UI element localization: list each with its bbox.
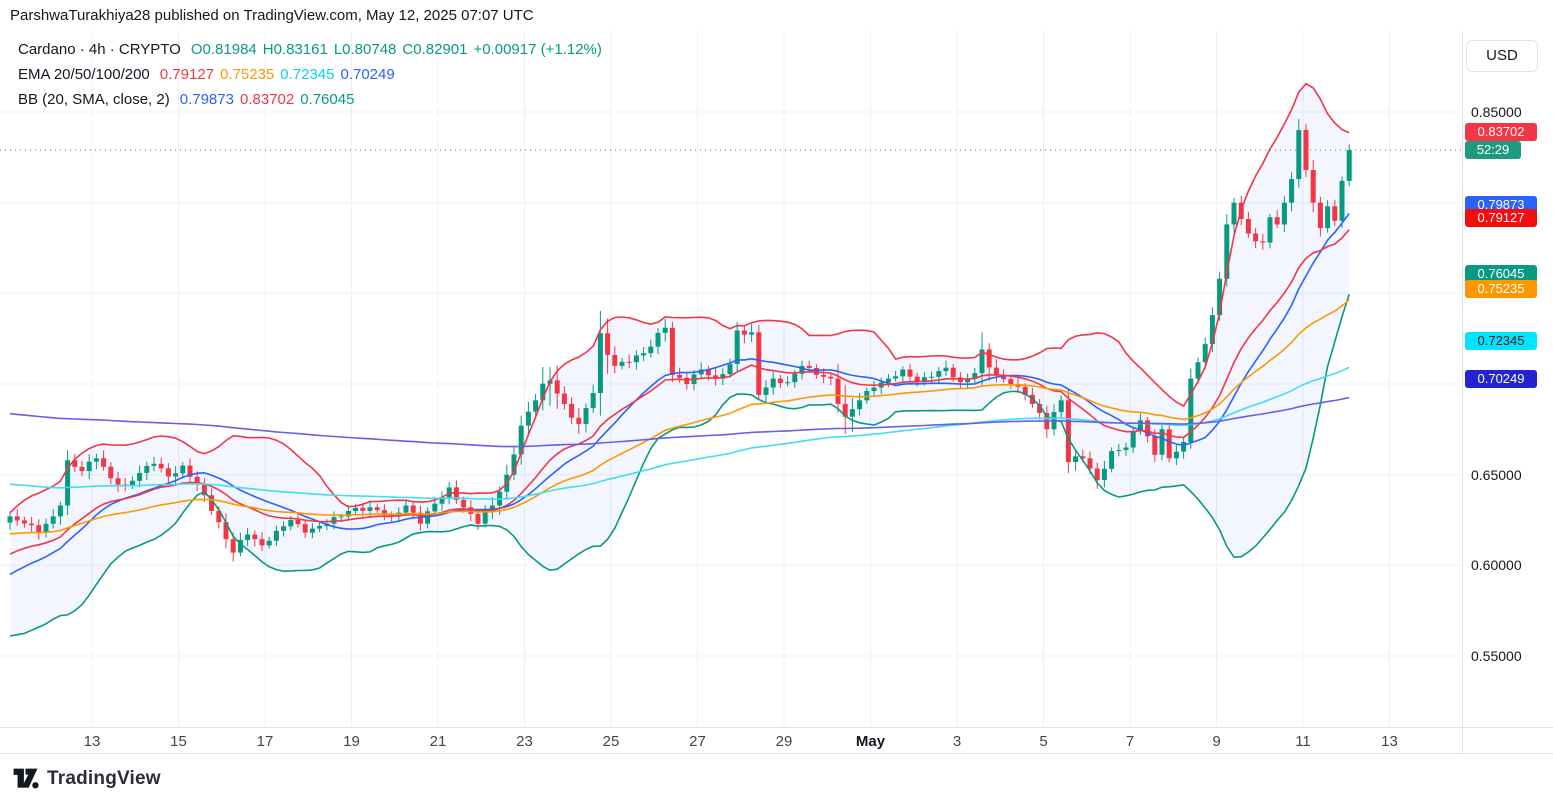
time-tick-label: 17 (256, 733, 274, 750)
ema200-badge: 0.70249 (1465, 370, 1537, 389)
legend-value: H0.83161 (262, 41, 328, 58)
bb-lower-badge: 0.76045 (1465, 265, 1537, 284)
tradingview-logo-icon (13, 768, 39, 789)
bb-basis-badge: 0.79873 (1465, 195, 1537, 214)
legend-value: 0.76045 (300, 91, 355, 108)
ema50-badge: 0.75235 (1465, 280, 1537, 299)
time-tick-label: 5 (1039, 733, 1048, 750)
time-tick-label: 7 (1125, 733, 1135, 750)
legend-value: C0.82901 (402, 41, 468, 58)
price-axis-label: 0.60000 (1471, 557, 1522, 574)
price-axis[interactable]: USD 0.85000 0.65000 0.60000 0.55000 0.83702 5… (1463, 31, 1553, 753)
legend-value: L0.80748 (333, 41, 397, 58)
tradingview-logo-text: TradingView (47, 767, 161, 789)
legend-value: +0.00917 (+1.12%) (473, 41, 602, 58)
time-tick-label: 9 (1212, 733, 1221, 750)
attribution-bar: ParshwaTurakhiya28 published on TradingV… (0, 0, 1553, 31)
time-tick-label: 25 (602, 733, 620, 750)
legend-value: O0.81984 (190, 41, 257, 58)
time-axis[interactable]: 13 15 17 19 21 23 25 27 29 May 3 5 7 9 11 13 (0, 728, 1462, 754)
time-tick-label: 27 (689, 733, 706, 750)
legend-value: 0.72345 (280, 66, 335, 83)
price-axis-label: 0.85000 (1471, 104, 1522, 120)
legend-value: 0.70249 (340, 66, 395, 83)
symbol-title: Cardano · 4h · CRYPTO (18, 41, 181, 58)
price-axis-label: 0.65000 (1471, 466, 1522, 483)
time-tick-label: 3 (952, 733, 962, 750)
countdown-badge: 52:29 (1465, 141, 1521, 160)
price-axis-label: 0.55000 (1471, 647, 1522, 664)
legend-symbol-row[interactable]: Cardano · 4h · CRYPTO O0.81984 H0.83161 L0.… (18, 37, 608, 62)
time-tick-label: May (855, 733, 886, 750)
legend-value: 0.79873 (179, 91, 234, 108)
time-tick-label: 11 (1295, 733, 1311, 750)
time-tick-label: 15 (170, 733, 187, 750)
time-tick-label: 29 (775, 733, 793, 750)
time-tick-label: 23 (516, 733, 533, 750)
time-tick-label: 13 (1381, 733, 1398, 750)
time-tick-label: 13 (83, 733, 101, 750)
tradingview-logo[interactable]: TradingView (12, 766, 161, 791)
legend-bb-row[interactable]: BB (20, SMA, close, 2) 0.79873 0.83702 0.76… (18, 87, 608, 112)
legend-value: 0.83702 (239, 91, 295, 108)
time-tick-label: 21 (429, 733, 447, 750)
chart-legend: Cardano · 4h · CRYPTO O0.81984 H0.83161 L0.… (18, 37, 608, 112)
ema-indicator-title: EMA 20/50/100/200 (18, 66, 150, 83)
time-tick-label: 19 (343, 733, 360, 750)
bb-indicator-title: BB (20, SMA, close, 2) (18, 91, 170, 108)
bb-upper-badge: 0.83702 (1465, 123, 1537, 142)
currency-usd-button[interactable]: USD (1466, 40, 1538, 72)
ema20-badge: 0.79127 (1465, 209, 1537, 228)
ema100-badge: 0.72345 (1465, 332, 1537, 351)
attribution-text: ParshwaTurakhiya28 published on TradingV… (10, 7, 534, 24)
legend-ema-row[interactable]: EMA 20/50/100/200 0.79127 0.75235 0.72345 0.… (18, 62, 608, 87)
legend-value: 0.79127 (159, 66, 215, 83)
legend-value: 0.75235 (220, 66, 275, 83)
